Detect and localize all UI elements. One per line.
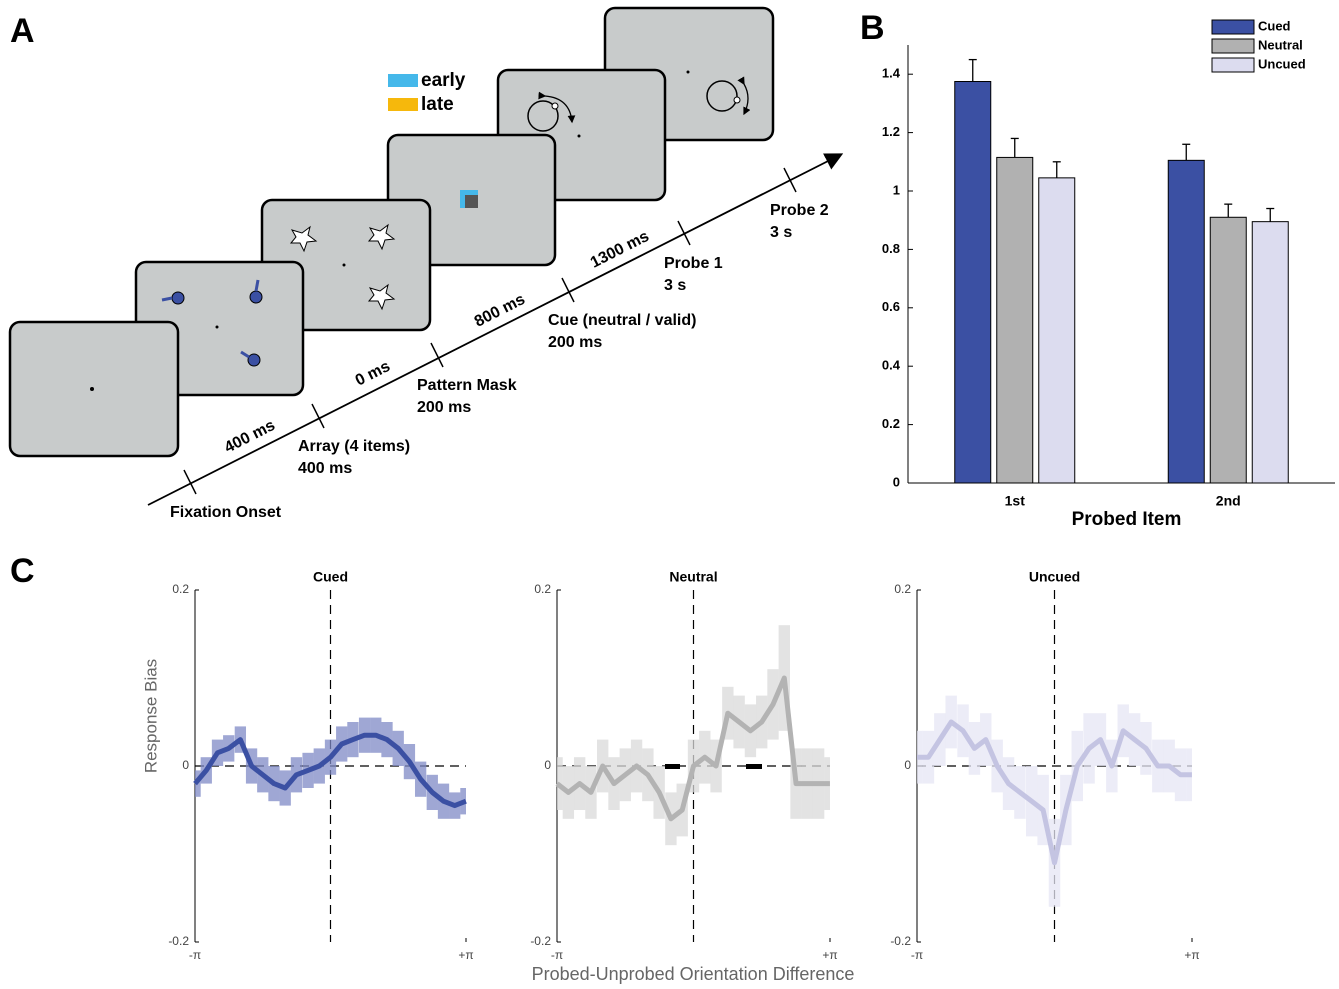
- timeline-tick: [430, 342, 444, 368]
- event-duration: 400 ms: [298, 460, 352, 477]
- event-duration: 3 s: [770, 224, 792, 241]
- panel-label: A: [10, 12, 35, 50]
- line: [555, 675, 830, 822]
- timeline-tick: [677, 220, 691, 246]
- y-tick-label: 0: [893, 474, 900, 489]
- x-tick-label: +π: [822, 948, 837, 962]
- y-tick-label: -0.2: [890, 934, 911, 948]
- event-duration: 200 ms: [417, 399, 471, 416]
- bar: [1251, 221, 1289, 484]
- y-tick-label: 1.4: [882, 66, 901, 81]
- chart-title: Neutral: [669, 569, 717, 585]
- event-label: Pattern Mask: [417, 377, 517, 394]
- screen-fixation: [8, 320, 180, 458]
- legend-swatch: [388, 98, 418, 111]
- event-label: Probe 2: [770, 202, 829, 219]
- timeline-tick: [183, 469, 197, 495]
- x-axis-label: Probed Item: [1072, 509, 1182, 530]
- line: [193, 732, 467, 809]
- line: [917, 719, 1192, 866]
- y-tick-label: -0.2: [168, 934, 189, 948]
- bar: [954, 81, 992, 484]
- interval-label: 1300 ms: [588, 228, 652, 272]
- event-duration: 200 ms: [548, 334, 602, 351]
- event-label: Cue (neutral / valid): [548, 312, 696, 329]
- y-tick-label: 0.2: [534, 582, 551, 596]
- legend-swatch: [1211, 19, 1255, 35]
- legend-label: Neutral: [1258, 37, 1303, 52]
- y-tick-label: 0.2: [894, 582, 911, 596]
- significance-marker: [665, 764, 680, 769]
- chart-title: Uncued: [1029, 569, 1080, 585]
- legend-label: late: [421, 94, 454, 115]
- y-tick-label: 0.6: [882, 299, 900, 314]
- y-tick-label: 0: [904, 758, 911, 772]
- timeline-tick: [783, 167, 797, 193]
- panel-label: B: [860, 9, 885, 47]
- y-tick-label: 1.2: [882, 124, 900, 139]
- bar: [1038, 177, 1076, 484]
- interval-label: 800 ms: [472, 291, 528, 331]
- x-tick-label: 2nd: [1216, 493, 1241, 509]
- chart-title: Cued: [313, 569, 348, 585]
- event-label: Fixation Onset: [170, 504, 282, 521]
- y-tick-label: -0.2: [530, 934, 551, 948]
- x-tick-label: -π: [551, 948, 563, 962]
- legend-swatch: [1211, 38, 1255, 54]
- x-tick-label: -π: [911, 948, 923, 962]
- panel-label: C: [10, 552, 35, 590]
- timeline: [147, 153, 844, 506]
- event-label: Probe 1: [664, 255, 723, 272]
- y-tick-label: 0.4: [882, 358, 901, 373]
- timeline-tick: [561, 277, 575, 303]
- y-tick-label: 0.2: [882, 416, 900, 431]
- legend-label: early: [421, 70, 466, 91]
- bar: [996, 156, 1034, 484]
- event-duration: 3 s: [664, 277, 686, 294]
- interval-label: 400 ms: [222, 417, 278, 457]
- y-tick-label: 0: [544, 758, 551, 772]
- y-axis-label: Response Bias: [141, 659, 160, 773]
- event-label: Array (4 items): [298, 438, 410, 455]
- timeline-tick: [311, 403, 325, 429]
- x-tick-label: +π: [1184, 948, 1199, 962]
- y-tick-label: 0.8: [882, 241, 900, 256]
- x-tick-label: 1st: [1005, 493, 1026, 509]
- bar: [1209, 216, 1247, 484]
- legend-label: Uncued: [1258, 56, 1306, 71]
- x-tick-label: -π: [189, 948, 201, 962]
- legend-swatch: [388, 74, 418, 87]
- x-axis-label: Probed-Unprobed Orientation Difference: [532, 964, 855, 984]
- y-tick-label: 0.2: [172, 582, 189, 596]
- y-tick-label: 1: [893, 182, 900, 197]
- y-tick-label: 0: [182, 758, 189, 772]
- legend-label: Cued: [1258, 18, 1291, 33]
- x-tick-label: +π: [458, 948, 473, 962]
- bar: [1167, 159, 1205, 484]
- legend-swatch: [1211, 57, 1255, 73]
